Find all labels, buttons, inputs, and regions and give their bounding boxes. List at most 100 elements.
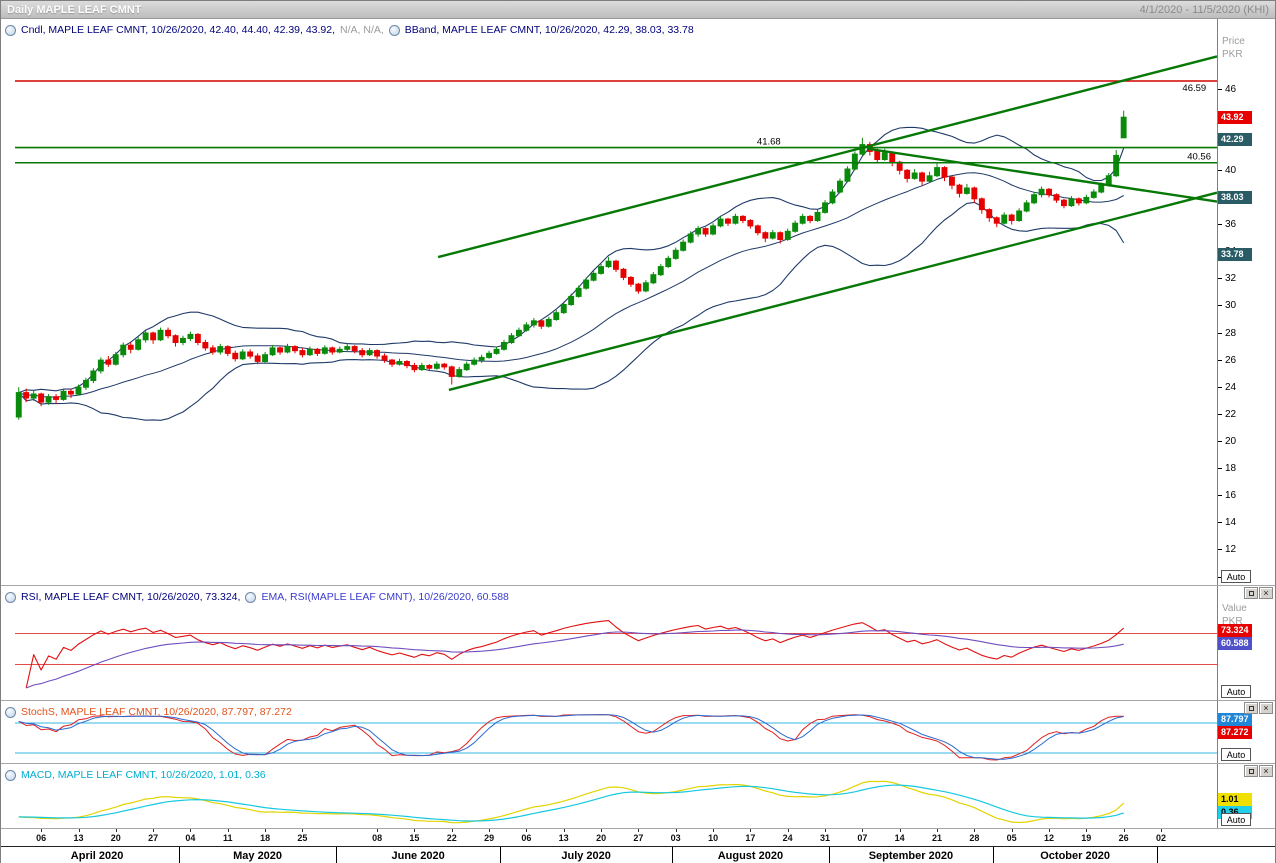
collapse-toggle-icon[interactable]	[245, 591, 257, 603]
main-plot-canvas[interactable]: 46.59 41.68 40.56	[1, 19, 1219, 586]
day-tick-mark	[414, 829, 416, 832]
day-tick-label: 12	[1043, 833, 1054, 843]
price-tick: 14	[1218, 517, 1236, 528]
day-tick-label: 13	[558, 833, 569, 843]
month-separator	[336, 847, 337, 863]
auto-scale-button[interactable]: Auto	[1221, 813, 1251, 826]
main-indicator-labels: Cndl, MAPLE LEAF CMNT, 10/26/2020, 42.40…	[5, 24, 694, 36]
indicator-label-stoch: StochS, MAPLE LEAF CMNT, 10/26/2020, 87.…	[21, 706, 292, 718]
price-scale[interactable]: Price PKR Auto 1012141618202224262830323…	[1217, 19, 1275, 585]
svg-text:41.68: 41.68	[757, 137, 781, 148]
month-separator	[993, 847, 994, 863]
price-tick: 18	[1218, 463, 1236, 474]
day-tick-label: 14	[894, 833, 905, 843]
day-tick-label: 04	[185, 833, 196, 843]
day-tick-mark	[1049, 829, 1050, 832]
collapse-toggle-icon[interactable]	[5, 706, 16, 718]
auto-scale-button[interactable]: Auto	[1221, 748, 1251, 761]
day-tick-label: 24	[782, 833, 793, 843]
rsi-panel: RSI, MAPLE LEAF CMNT, 10/26/2020, 73.324…	[1, 586, 1275, 701]
panel-close-button[interactable]: ×	[1259, 587, 1273, 599]
month-separator	[672, 847, 673, 863]
price-badge: 38.03	[1218, 190, 1252, 204]
price-badge: 33.78	[1218, 248, 1252, 262]
rsi-plot-canvas[interactable]	[1, 586, 1219, 701]
macd-panel: MACD, MAPLE LEAF CMNT, 10/26/2020, 1.01,…	[1, 764, 1275, 829]
main-panel: 46.59 41.68 40.56 Cndl, MAPLE LEAF CMNT, 1…	[1, 19, 1275, 586]
indicator-label-ema: EMA, RSI(MAPLE LEAF CMNT), 10/26/2020, 6…	[261, 591, 509, 603]
day-tick-label: 17	[745, 833, 756, 843]
macd-indicator-labels: MACD, MAPLE LEAF CMNT, 10/26/2020, 1.01,…	[5, 769, 266, 781]
day-tick-label: 20	[596, 833, 607, 843]
scale-title-line: Price	[1222, 36, 1245, 47]
svg-text:40.56: 40.56	[1187, 152, 1211, 163]
collapse-toggle-icon[interactable]	[5, 591, 16, 603]
indicator-label-rsi: RSI, MAPLE LEAF CMNT, 10/26/2020, 73.324…	[21, 591, 241, 603]
panel-maximize-button[interactable]	[1244, 702, 1258, 714]
value-badge: 1.01	[1218, 792, 1252, 806]
scale-title-line: PKR	[1222, 616, 1243, 627]
day-tick-mark	[1161, 829, 1162, 832]
day-tick-label: 05	[1006, 833, 1017, 843]
panel-close-button[interactable]: ×	[1259, 702, 1273, 714]
macd-plot-canvas[interactable]	[1, 764, 1219, 829]
price-tick: 24	[1218, 382, 1236, 393]
collapse-toggle-icon[interactable]	[5, 24, 16, 36]
panel-window-buttons: ×	[1244, 587, 1273, 599]
panel-close-button[interactable]: ×	[1259, 765, 1273, 777]
titlebar: Daily MAPLE LEAF CMNT 4/1/2020 - 11/5/20…	[1, 1, 1275, 19]
day-tick-mark	[526, 829, 528, 832]
day-tick-label: 15	[409, 833, 420, 843]
price-scale-title: Price PKR	[1222, 35, 1245, 61]
maximize-icon	[1248, 590, 1254, 596]
month-separator	[500, 847, 502, 863]
auto-scale-button[interactable]: Auto	[1221, 685, 1251, 698]
month-separator	[1157, 847, 1159, 863]
day-tick-label: 03	[670, 833, 681, 843]
day-tick-mark	[153, 829, 155, 832]
stoch-plot-canvas[interactable]	[1, 701, 1219, 764]
day-tick-mark	[787, 829, 789, 832]
day-tick-label: 27	[148, 833, 159, 843]
price-tick: 32	[1218, 273, 1236, 284]
day-tick-label: 07	[857, 833, 868, 843]
day-tick-label: 11	[223, 833, 233, 843]
day-tick-label: 20	[110, 833, 121, 843]
collapse-toggle-icon[interactable]	[5, 769, 16, 781]
macd-scale[interactable]: × Auto 1.01 0.36	[1217, 764, 1275, 828]
day-tick-mark	[1086, 829, 1088, 832]
day-tick-mark	[638, 829, 640, 832]
collapse-toggle-icon[interactable]	[388, 24, 400, 36]
window-title: Daily MAPLE LEAF CMNT	[7, 3, 142, 16]
day-tick-mark	[899, 829, 901, 832]
price-tick: 30	[1218, 300, 1236, 311]
day-tick-label: 26	[1118, 833, 1129, 843]
panel-maximize-button[interactable]	[1244, 587, 1258, 599]
panel-maximize-button[interactable]	[1244, 765, 1258, 777]
date-range-label: 4/1/2020 - 11/5/2020 (KHI)	[1139, 3, 1269, 16]
day-tick-label: 06	[36, 833, 47, 843]
price-tick: 16	[1218, 490, 1236, 501]
day-tick-mark	[825, 829, 826, 832]
day-tick-mark	[974, 829, 976, 832]
day-tick-label: 27	[633, 833, 644, 843]
maximize-icon	[1248, 705, 1254, 711]
day-tick-mark	[563, 829, 565, 832]
scale-title-line: PKR	[1222, 49, 1243, 60]
day-tick-mark	[190, 829, 192, 832]
price-tick: 46	[1218, 84, 1236, 95]
price-badge: 43.92	[1218, 110, 1252, 124]
day-tick-label: 21	[931, 833, 942, 843]
rsi-scale[interactable]: × Value PKR Auto 73.324 60.588	[1217, 586, 1275, 700]
stoch-scale[interactable]: × Auto 87.797 87.272	[1217, 701, 1275, 763]
day-tick-label: 28	[969, 833, 980, 843]
day-tick-label: 29	[484, 833, 495, 843]
day-tick-mark	[41, 829, 43, 832]
day-tick-mark	[862, 829, 864, 832]
panel-window-buttons: ×	[1244, 702, 1273, 714]
month-label: August 2020	[717, 849, 784, 862]
indicator-label-macd: MACD, MAPLE LEAF CMNT, 10/26/2020, 1.01,…	[21, 769, 266, 781]
price-tick: 22	[1218, 409, 1236, 420]
auto-scale-button[interactable]: Auto	[1221, 570, 1251, 583]
month-separator	[828, 847, 830, 863]
